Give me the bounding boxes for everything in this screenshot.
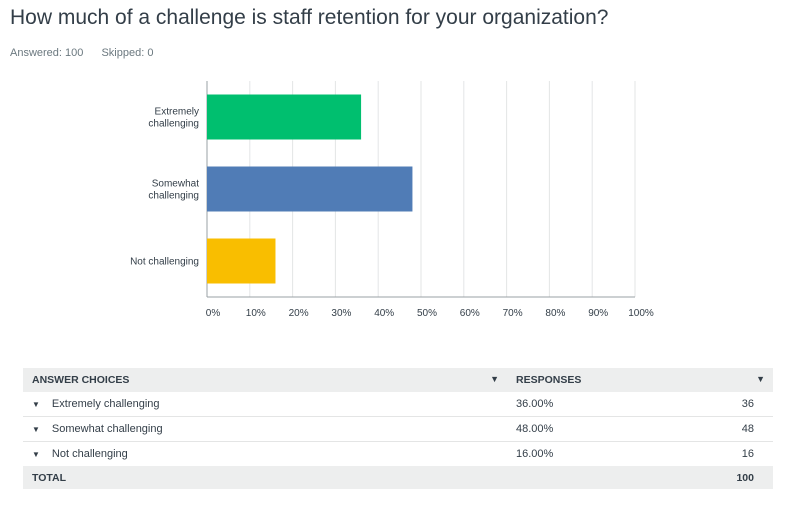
header-answer-choices[interactable]: ANSWER CHOICES ▼ [23, 368, 507, 392]
answer-choice-label: Not challenging [51, 448, 128, 460]
caret-down-icon[interactable]: ▼ [32, 450, 40, 459]
table-row: ▼ Somewhat challenging 48.00% 48 [23, 416, 773, 442]
answered-count: Answered: 100 [10, 47, 84, 59]
table-row: ▼ Not challenging 16.00% 16 [23, 442, 773, 467]
response-stats: Answered: 100 Skipped: 0 [10, 47, 153, 59]
answer-choice-label: Extremely challenging [51, 398, 160, 410]
x-tick-label: 90% [588, 308, 608, 319]
question-title: How much of a challenge is staff retenti… [10, 6, 609, 29]
skipped-count: Skipped: 0 [101, 47, 154, 59]
x-tick-label: 70% [503, 308, 523, 319]
answer-choice-cell[interactable]: ▼ Somewhat challenging [23, 416, 507, 442]
header-answer-choices-label: ANSWER CHOICES [32, 374, 130, 386]
table-header-row: ANSWER CHOICES ▼ RESPONSES ▼ [23, 368, 773, 392]
category-label: Somewhat challenging [148, 179, 199, 202]
x-tick-label: 100% [628, 308, 654, 319]
response-percent: 36.00% [507, 392, 636, 417]
table-row: ▼ Extremely challenging 36.00% 36 [23, 392, 773, 417]
caret-down-icon[interactable]: ▼ [756, 374, 765, 384]
x-tick-label: 0% [206, 308, 221, 319]
chart-bars [207, 94, 413, 284]
bar[interactable] [207, 238, 276, 284]
x-tick-label: 30% [331, 308, 351, 319]
answer-choice-label: Somewhat challenging [51, 423, 163, 435]
answer-choice-cell[interactable]: ▼ Extremely challenging [23, 392, 507, 417]
table-total-row: TOTAL 100 [23, 466, 773, 489]
x-tick-label: 20% [289, 308, 309, 319]
chart-category-labels: Extremely challenging Somewhat challenging N… [130, 107, 199, 268]
x-tick-label: 60% [460, 308, 480, 319]
caret-down-icon[interactable]: ▼ [32, 425, 40, 434]
x-tick-label: 10% [246, 308, 266, 319]
response-percent: 48.00% [507, 416, 636, 442]
response-count: 16 [741, 448, 754, 460]
caret-down-icon[interactable]: ▼ [32, 400, 40, 409]
chart-x-ticks: 0% 10% 20% 30% 40% 50% 60% 70% 80% 90% 100% [206, 308, 654, 319]
bar-chart: Extremely challenging Somewhat challenging N… [130, 81, 654, 319]
header-responses[interactable]: RESPONSES ▼ [507, 368, 773, 392]
category-label: Not challenging [130, 257, 199, 268]
category-label: Extremely challenging [148, 107, 199, 130]
bar[interactable] [207, 166, 413, 212]
response-percent: 16.00% [516, 448, 554, 460]
x-tick-label: 40% [374, 308, 394, 319]
header-responses-label: RESPONSES [516, 374, 582, 386]
answer-choice-cell[interactable]: ▼ Not challenging [23, 442, 507, 467]
x-tick-label: 80% [545, 308, 565, 319]
total-label: TOTAL [23, 466, 636, 489]
response-count: 48 [636, 416, 773, 442]
total-count: 100 [636, 466, 773, 489]
x-tick-label: 50% [417, 308, 437, 319]
caret-down-icon[interactable]: ▼ [490, 374, 499, 384]
bar[interactable] [207, 94, 362, 140]
response-count: 36 [636, 392, 773, 417]
results-table: ANSWER CHOICES ▼ RESPONSES ▼ ▼ Extremely … [23, 368, 773, 489]
